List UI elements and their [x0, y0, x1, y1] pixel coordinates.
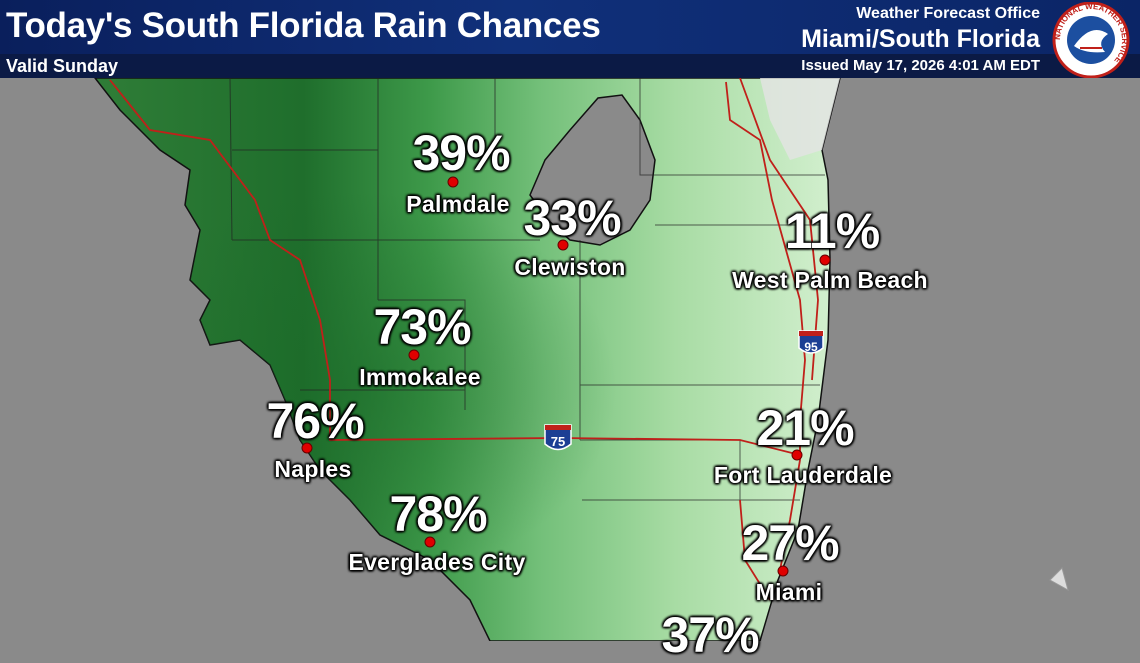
- interstate-95-number: 95: [804, 340, 818, 354]
- rain-chance-map: 95 75: [93, 77, 1069, 641]
- city-label: Palmdale: [406, 191, 510, 217]
- rain-chance-value: 21%: [756, 400, 854, 456]
- page-title: Today's South Florida Rain Chances: [6, 6, 601, 45]
- rain-chance-value: 33%: [523, 190, 621, 246]
- interstate-75-shield: 75: [544, 424, 572, 451]
- rain-chance-value: 37%: [661, 607, 759, 663]
- location-marker: [408, 349, 420, 361]
- rain-chance-value: 73%: [373, 299, 471, 355]
- rain-chance-value: 11%: [784, 203, 880, 259]
- city-label: Fort Lauderdale: [713, 462, 893, 488]
- interstate-95-shield: 95: [798, 330, 824, 354]
- location-marker: [301, 442, 313, 454]
- office-label: Weather Forecast Office: [856, 5, 1040, 22]
- city-label: Immokalee: [359, 364, 481, 390]
- location-marker: [777, 565, 789, 577]
- city-label: Everglades City: [348, 549, 526, 575]
- city-label: Miami: [755, 579, 823, 605]
- rain-chance-value: 27%: [741, 515, 839, 571]
- issued-time: Issued May 17, 2026 4:01 AM EDT: [801, 57, 1040, 74]
- lake-okeechobee: [529, 94, 656, 246]
- office-name: Miami/South Florida: [801, 25, 1040, 53]
- location-marker: [557, 239, 569, 251]
- rain-chance-value: 39%: [412, 125, 510, 181]
- nws-logo: NATIONAL WEATHER SERVICE: [1052, 2, 1130, 78]
- location-marker: [447, 176, 459, 188]
- interstate-75-number: 75: [551, 434, 565, 449]
- rain-chance-value: 78%: [389, 486, 487, 542]
- city-label: West Palm Beach: [732, 267, 928, 293]
- location-marker: [819, 254, 831, 266]
- valid-period: Valid Sunday: [6, 56, 119, 76]
- city-label: Clewiston: [514, 254, 626, 280]
- rain-chance-value: 76%: [266, 393, 364, 449]
- location-marker: [791, 449, 803, 461]
- valid-bar: [0, 54, 1140, 78]
- city-label: Naples: [274, 456, 352, 482]
- location-marker: [424, 536, 436, 548]
